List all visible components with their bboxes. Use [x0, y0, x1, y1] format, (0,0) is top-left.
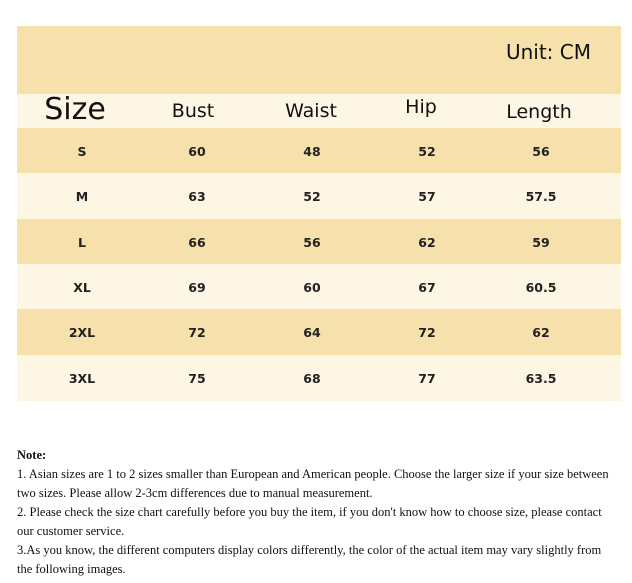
- measurement-cell: 77: [418, 370, 436, 386]
- size-cell: S: [77, 144, 87, 159]
- size-cell: XL: [73, 279, 91, 295]
- measurement-cell: 75: [188, 370, 206, 386]
- size-cell: 2XL: [68, 325, 96, 341]
- measurement-cell: 52: [303, 189, 321, 205]
- table-row: L 66 56 62 59: [17, 218, 621, 265]
- size-cell: L: [78, 234, 86, 250]
- header-hip: Hip: [405, 96, 437, 118]
- unit-label: Unit: CM: [505, 40, 591, 64]
- measurement-cell: 52: [418, 144, 436, 159]
- measurement-cell: 60.5: [525, 279, 557, 295]
- note-line-3: 3.As you know, the different computers d…: [17, 543, 602, 576]
- measurement-cell: 62: [418, 234, 436, 250]
- header-bust: Bust: [171, 100, 215, 122]
- table-row: 2XL 72 64 72 62: [17, 309, 621, 356]
- table-row: S 60 48 52 56: [17, 128, 621, 174]
- measurement-cell: 63.5: [525, 370, 557, 386]
- measurement-cell: 63: [188, 189, 206, 205]
- measurement-cell: 48: [303, 144, 321, 159]
- size-cell: M: [75, 189, 89, 205]
- measurement-cell: 60: [303, 279, 321, 295]
- size-cell: 3XL: [68, 370, 96, 386]
- table-row: XL 69 60 67 60.5: [17, 263, 621, 310]
- note-line-2: 2. Please check the size chart carefully…: [17, 505, 602, 538]
- measurement-cell: 56: [532, 144, 550, 159]
- measurement-cell: 57.5: [525, 189, 557, 205]
- measurement-cell: 56: [303, 234, 321, 250]
- measurement-cell: 67: [418, 279, 436, 295]
- measurement-cell: 64: [303, 325, 321, 341]
- measurement-cell: 72: [418, 325, 436, 341]
- measurement-cell: 57: [418, 189, 436, 205]
- table-row: M 63 52 57 57.5: [17, 173, 621, 220]
- unit-band: Unit: CM: [17, 26, 621, 94]
- note-section: Note: 1. Asian sizes are 1 to 2 sizes sm…: [17, 446, 617, 579]
- measurement-cell: 68: [303, 370, 321, 386]
- measurement-cell: 62: [532, 325, 550, 341]
- measurement-cell: 59: [532, 234, 550, 250]
- measurement-cell: 72: [188, 325, 206, 341]
- measurement-cell: 60: [188, 144, 206, 159]
- size-chart: Unit: CM Size Bust Waist Hip Length S 60 48 52 5…: [17, 26, 621, 401]
- measurement-cell: 66: [188, 234, 206, 250]
- header-length: Length: [506, 101, 572, 123]
- header-size: Size: [44, 92, 106, 127]
- header-waist: Waist: [285, 100, 337, 122]
- note-title: Note:: [17, 448, 47, 462]
- measurement-cell: 69: [188, 279, 206, 295]
- header-row: Size Bust Waist Hip Length: [17, 92, 621, 128]
- table-row: 3XL 75 68 77 63.5: [17, 354, 621, 401]
- note-line-1: 1. Asian sizes are 1 to 2 sizes smaller …: [17, 467, 609, 500]
